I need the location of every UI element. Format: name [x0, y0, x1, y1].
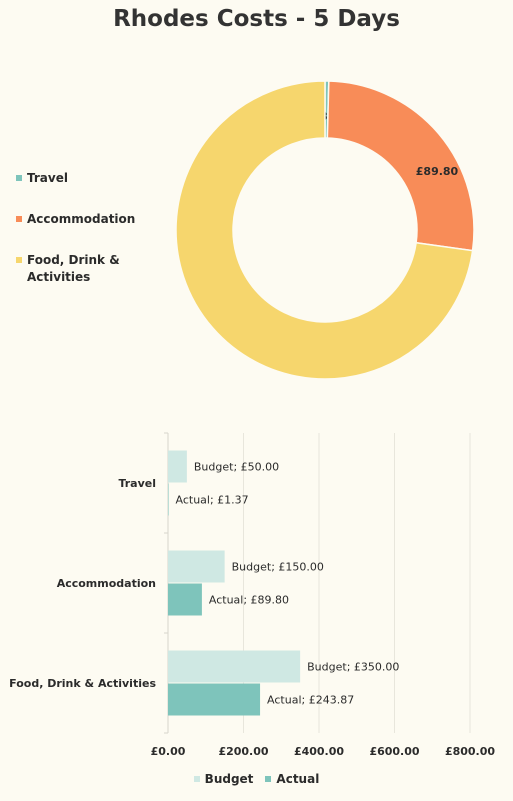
legend-swatch-travel	[16, 175, 22, 181]
donut-label-accommodation: £89.80	[416, 165, 459, 178]
legend-label-actual: Actual	[276, 772, 320, 786]
x-tick-label-3: £600.00	[369, 745, 419, 758]
bar-budget-accommodation	[168, 550, 225, 583]
data-label-budget-accommodation: Budget; £150.00	[232, 561, 324, 574]
legend-label-budget: Budget	[204, 772, 254, 786]
donut-slice-food-drink-activities	[175, 80, 474, 380]
legend-swatch-food	[16, 257, 22, 263]
bar-chart: £0.00 £200.00 £400.00 £600.00 £800.00 Travel B…	[9, 432, 495, 758]
legend-item-accommodation: Accommodation	[16, 211, 166, 228]
legend-swatch-actual	[265, 776, 272, 782]
x-tick-label-4: £800.00	[445, 745, 495, 758]
data-label-actual-food-drink-activities: Actual; £243.87	[267, 694, 354, 707]
donut-legend: Travel Accommodation Food, Drink & Activ…	[16, 170, 166, 310]
category-label-accommodation: Accommodation	[57, 577, 156, 590]
donut-chart: £1.37£89.80£243.87	[175, 80, 475, 380]
chart-title: Rhodes Costs - 5 Days	[113, 6, 400, 32]
bar-actual-food-drink-activities	[168, 683, 261, 716]
bar-budget-food-drink-activities	[168, 650, 301, 683]
data-label-budget-food-drink-activities: Budget; £350.00	[307, 661, 399, 674]
legend-label-accommodation: Accommodation	[27, 212, 136, 226]
category-label-travel: Travel	[118, 477, 156, 490]
legend-item-actual: Actual	[265, 772, 319, 786]
legend-swatch-budget	[193, 776, 200, 782]
x-tick-label-1: £200.00	[218, 745, 268, 758]
data-label-actual-travel: Actual; £1.37	[176, 494, 249, 507]
legend-item-travel: Travel	[16, 170, 166, 187]
bar-budget-travel	[168, 450, 187, 483]
bar-actual-travel	[168, 483, 169, 516]
legend-label-food: Food, Drink & Activities	[27, 253, 120, 284]
legend-label-travel: Travel	[27, 171, 68, 185]
donut-slice-accommodation	[326, 80, 475, 252]
bar-legend: Budget Actual	[0, 772, 513, 786]
data-label-budget-travel: Budget; £50.00	[194, 461, 279, 474]
legend-item-budget: Budget	[193, 772, 254, 786]
category-label-food-drink-activities: Food, Drink & Activities	[9, 677, 156, 690]
data-label-actual-accommodation: Actual; £89.80	[209, 594, 289, 607]
bar-actual-accommodation	[168, 583, 202, 616]
x-tick-label-0: £0.00	[151, 745, 186, 758]
legend-swatch-accommodation	[16, 216, 22, 222]
x-tick-label-2: £400.00	[294, 745, 344, 758]
legend-item-food: Food, Drink & Activities	[16, 252, 166, 286]
